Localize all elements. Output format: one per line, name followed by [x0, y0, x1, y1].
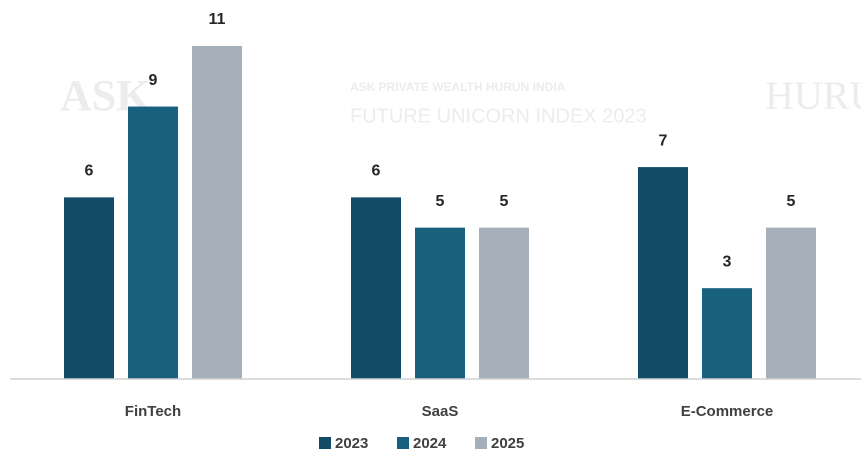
x-tick-label: FinTech: [125, 403, 181, 420]
bar: [766, 227, 816, 379]
bar: [479, 227, 529, 379]
legend-label: 2024: [413, 435, 447, 452]
watermark-text: FUTURE UNICORN INDEX 2023: [350, 105, 647, 127]
data-label: 7: [659, 132, 668, 149]
legend-label: 2025: [491, 435, 524, 452]
data-label: 6: [85, 163, 94, 180]
data-label: 5: [500, 193, 509, 210]
bar: [128, 106, 178, 379]
data-label: 3: [723, 253, 732, 270]
data-label: 5: [436, 193, 445, 210]
watermark-text: HURUN: [765, 73, 861, 118]
x-tick-label: E-Commerce: [681, 403, 774, 420]
bar: [192, 46, 242, 379]
bar: [351, 197, 401, 379]
legend-swatch: [475, 437, 487, 449]
x-tick-label: SaaS: [422, 403, 459, 420]
bar: [638, 167, 688, 379]
watermark-text: ASK PRIVATE WEALTH HURUN INDIA: [350, 80, 566, 94]
watermark: ASK ASK PRIVATE WEALTH HURUN INDIA FUTUR…: [60, 71, 861, 127]
data-label: 5: [787, 193, 796, 210]
data-label: 11: [209, 11, 226, 28]
legend-swatch: [397, 437, 409, 449]
legend-label: 2023: [335, 435, 368, 452]
bar: [702, 288, 752, 379]
legend-swatch: [319, 437, 331, 449]
bar: [64, 197, 114, 379]
data-label: 9: [149, 72, 158, 89]
bar: [415, 227, 465, 379]
data-label: 6: [372, 163, 381, 180]
